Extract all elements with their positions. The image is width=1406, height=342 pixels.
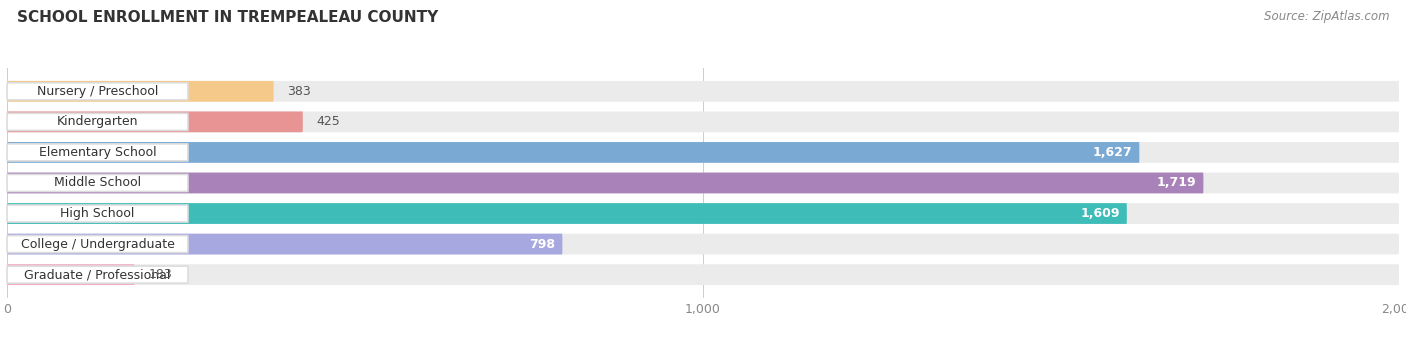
FancyBboxPatch shape	[7, 266, 188, 283]
Text: Kindergarten: Kindergarten	[56, 115, 138, 128]
FancyBboxPatch shape	[7, 205, 188, 222]
Text: 183: 183	[148, 268, 172, 281]
FancyBboxPatch shape	[7, 81, 274, 102]
FancyBboxPatch shape	[7, 173, 1204, 193]
Text: 798: 798	[530, 238, 555, 251]
FancyBboxPatch shape	[7, 142, 1399, 163]
FancyBboxPatch shape	[7, 83, 188, 100]
FancyBboxPatch shape	[7, 144, 188, 161]
FancyBboxPatch shape	[7, 203, 1399, 224]
Text: Middle School: Middle School	[53, 176, 141, 189]
FancyBboxPatch shape	[7, 203, 1126, 224]
FancyBboxPatch shape	[7, 264, 135, 285]
Text: Graduate / Professional: Graduate / Professional	[24, 268, 170, 281]
Text: SCHOOL ENROLLMENT IN TREMPEALEAU COUNTY: SCHOOL ENROLLMENT IN TREMPEALEAU COUNTY	[17, 10, 439, 25]
Text: 1,719: 1,719	[1157, 176, 1197, 189]
Text: Source: ZipAtlas.com: Source: ZipAtlas.com	[1264, 10, 1389, 23]
Text: 383: 383	[287, 85, 311, 98]
FancyBboxPatch shape	[7, 236, 188, 253]
FancyBboxPatch shape	[7, 234, 562, 254]
FancyBboxPatch shape	[7, 111, 1399, 132]
Text: College / Undergraduate: College / Undergraduate	[21, 238, 174, 251]
FancyBboxPatch shape	[7, 81, 1399, 102]
FancyBboxPatch shape	[7, 111, 302, 132]
Text: 425: 425	[316, 115, 340, 128]
FancyBboxPatch shape	[7, 142, 1139, 163]
FancyBboxPatch shape	[7, 174, 188, 192]
Text: 1,627: 1,627	[1092, 146, 1132, 159]
Text: Elementary School: Elementary School	[39, 146, 156, 159]
Text: Nursery / Preschool: Nursery / Preschool	[37, 85, 159, 98]
FancyBboxPatch shape	[7, 234, 1399, 254]
FancyBboxPatch shape	[7, 113, 188, 130]
FancyBboxPatch shape	[7, 264, 1399, 285]
Text: High School: High School	[60, 207, 135, 220]
Text: 1,609: 1,609	[1080, 207, 1121, 220]
FancyBboxPatch shape	[7, 173, 1399, 193]
